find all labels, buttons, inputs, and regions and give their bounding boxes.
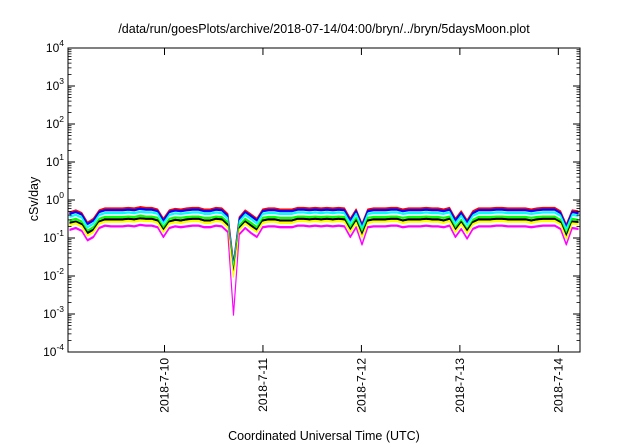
y-tick-label: 101: [46, 152, 64, 169]
series-layer: [69, 206, 579, 316]
y-tick-label: 10-3: [43, 304, 64, 321]
x-tick-label: 2018-7-11: [256, 358, 270, 412]
x-tick-label: 2018-7-10: [157, 358, 171, 413]
y-tick-label: 103: [46, 76, 64, 93]
x-tick-label: 2018-7-13: [453, 358, 467, 413]
x-tick-label: 2018-7-12: [354, 358, 368, 413]
plot-frame: [67, 47, 581, 353]
series-4: [69, 214, 579, 273]
y-tick-label: 104: [46, 38, 64, 55]
y-tick-label: 100: [46, 190, 64, 207]
y-tick-label: 10-2: [43, 266, 64, 283]
y-tick-label: 10-1: [43, 228, 64, 245]
series-1: [69, 223, 579, 316]
x-tick-label: 2018-7-14: [551, 358, 565, 413]
y-axis-label: cSv/day: [27, 176, 41, 221]
series-7: [69, 206, 579, 265]
x-axis-label: Coordinated Universal Time (UTC): [228, 429, 420, 443]
series-2: [69, 219, 579, 278]
y-tick-label: 10-4: [43, 342, 64, 359]
chart-title: /data/run/goesPlots/archive/2018-07-14/0…: [118, 22, 530, 36]
y-tick-label: 102: [46, 114, 64, 131]
ticks-layer: 104 103 102 101 100 10-1 10-2 10-3 10-4 2018-7-10…: [43, 38, 580, 413]
